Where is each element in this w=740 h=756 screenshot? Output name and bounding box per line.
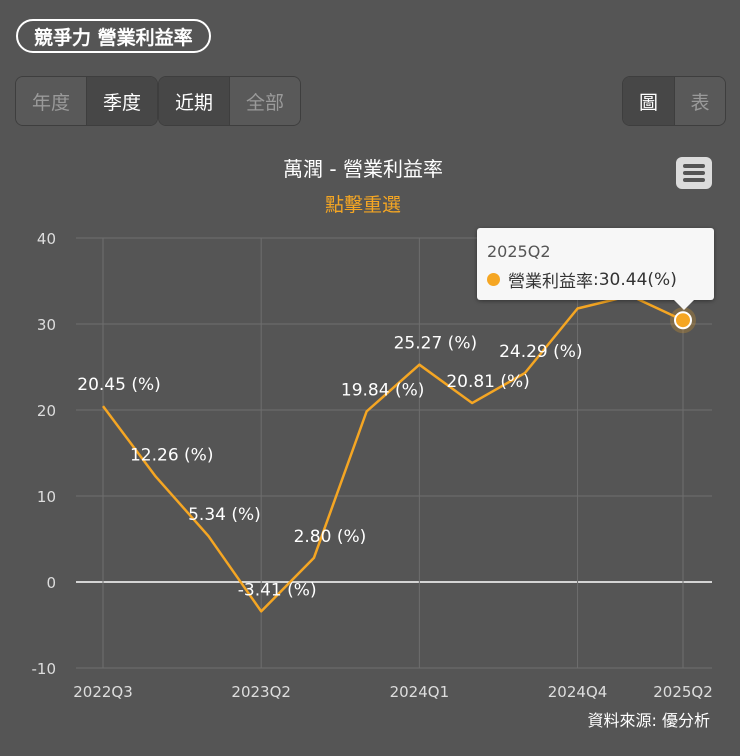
highlight-point <box>674 311 692 330</box>
data-label: 19.84 (%) <box>341 380 425 400</box>
x-tick-label: 2022Q3 <box>73 683 133 701</box>
data-source: 資料來源: 優分析 <box>587 711 710 730</box>
data-label: 25.27 (%) <box>394 334 478 354</box>
tooltip-series: 營業利益率 <box>508 272 593 292</box>
hamburger-menu-icon[interactable] <box>676 157 712 189</box>
data-label: 12.26 (%) <box>130 446 214 466</box>
range-recent-button[interactable]: 近期 <box>159 77 229 125</box>
y-tick-label: 40 <box>37 230 56 248</box>
x-tick-label: 2023Q2 <box>231 683 291 701</box>
range-toggle: 近期 全部 <box>158 76 301 126</box>
data-label: 24.29 (%) <box>499 342 583 362</box>
data-label: 20.81 (%) <box>446 372 530 392</box>
series-line <box>101 294 684 613</box>
x-tick-label: 2024Q1 <box>390 683 450 701</box>
data-label: 20.45 (%) <box>77 375 161 395</box>
data-label: 2.80 (%) <box>294 527 367 547</box>
tooltip-value: 30.44(%) <box>598 269 677 290</box>
range-all-button[interactable]: 全部 <box>229 77 300 125</box>
data-tooltip: 2025Q2 營業利益率: 30.44(%) <box>477 228 714 310</box>
period-toggle: 年度 季度 <box>15 76 158 126</box>
data-label: -3.41 (%) <box>238 580 317 600</box>
view-chart-button[interactable]: 圖 <box>623 77 674 125</box>
period-annual-button[interactable]: 年度 <box>16 77 86 125</box>
y-tick-label: 10 <box>37 488 56 506</box>
view-table-button[interactable]: 表 <box>673 77 725 125</box>
chart-title: 萬潤 - 營業利益率 <box>283 157 443 181</box>
reset-zoom-link[interactable]: 點擊重選 <box>324 194 401 216</box>
view-toggle: 圖 表 <box>622 76 726 126</box>
x-tick-label: 2025Q2 <box>653 683 713 701</box>
y-tick-label: 30 <box>37 316 56 334</box>
period-quarterly-button[interactable]: 季度 <box>86 77 157 125</box>
series-marker-icon <box>487 273 500 286</box>
y-tick-label: 0 <box>46 574 56 592</box>
y-tick-label: -10 <box>32 660 57 678</box>
y-tick-label: 20 <box>37 402 56 420</box>
tooltip-period: 2025Q2 <box>487 242 551 261</box>
section-title[interactable]: 競爭力 營業利益率 <box>16 19 211 53</box>
data-label: 5.34 (%) <box>188 505 261 525</box>
tooltip-separator: : <box>593 269 599 290</box>
x-tick-label: 2024Q4 <box>548 683 608 701</box>
